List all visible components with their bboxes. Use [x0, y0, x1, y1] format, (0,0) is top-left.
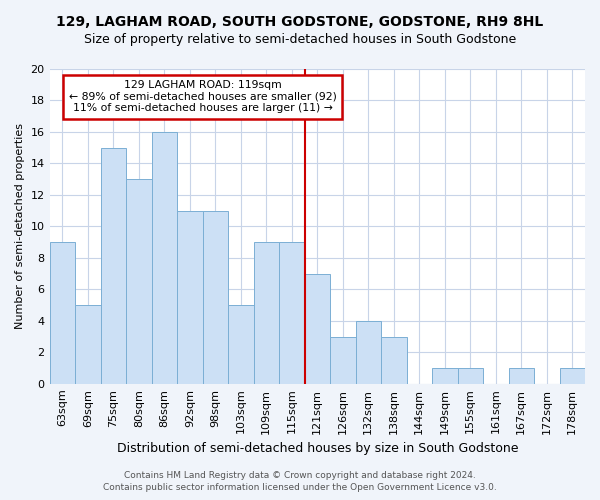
X-axis label: Distribution of semi-detached houses by size in South Godstone: Distribution of semi-detached houses by …	[116, 442, 518, 455]
Bar	[152, 132, 177, 384]
Bar	[509, 368, 534, 384]
Bar	[177, 210, 203, 384]
Bar	[126, 179, 152, 384]
Bar	[381, 336, 407, 384]
Bar	[101, 148, 126, 384]
Bar	[356, 321, 381, 384]
Bar	[305, 274, 330, 384]
Text: Size of property relative to semi-detached houses in South Godstone: Size of property relative to semi-detach…	[84, 32, 516, 46]
Bar	[279, 242, 305, 384]
Bar	[75, 305, 101, 384]
Y-axis label: Number of semi-detached properties: Number of semi-detached properties	[15, 124, 25, 330]
Text: Contains HM Land Registry data © Crown copyright and database right 2024.
Contai: Contains HM Land Registry data © Crown c…	[103, 471, 497, 492]
Bar	[228, 305, 254, 384]
Text: 129, LAGHAM ROAD, SOUTH GODSTONE, GODSTONE, RH9 8HL: 129, LAGHAM ROAD, SOUTH GODSTONE, GODSTO…	[56, 15, 544, 29]
Bar	[254, 242, 279, 384]
Bar	[560, 368, 585, 384]
Bar	[458, 368, 483, 384]
Bar	[203, 210, 228, 384]
Bar	[330, 336, 356, 384]
Text: 129 LAGHAM ROAD: 119sqm
← 89% of semi-detached houses are smaller (92)
11% of se: 129 LAGHAM ROAD: 119sqm ← 89% of semi-de…	[68, 80, 337, 113]
Bar	[432, 368, 458, 384]
Bar	[50, 242, 75, 384]
